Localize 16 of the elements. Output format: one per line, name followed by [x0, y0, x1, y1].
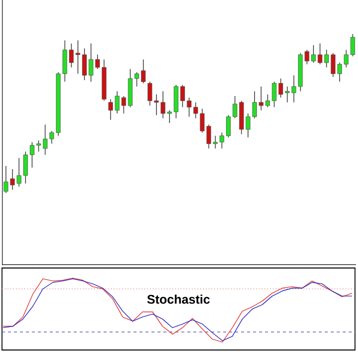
- candlestick: [193, 102, 198, 119]
- candlestick: [62, 40, 68, 82]
- candlestick: [42, 124, 48, 156]
- candlestick: [121, 96, 126, 114]
- candlestick: [285, 86, 290, 103]
- candlestick: [141, 59, 146, 84]
- candlestick: [206, 124, 212, 149]
- candlestick: [344, 50, 348, 68]
- candlestick: [272, 81, 277, 108]
- candlestick: [200, 108, 205, 133]
- candlestick: [350, 34, 356, 57]
- candlestick: [278, 78, 284, 98]
- candlestick: [134, 72, 140, 87]
- candlestick: [49, 130, 54, 144]
- annotation: Stochastic: [147, 294, 210, 304]
- candlestick: [213, 135, 218, 149]
